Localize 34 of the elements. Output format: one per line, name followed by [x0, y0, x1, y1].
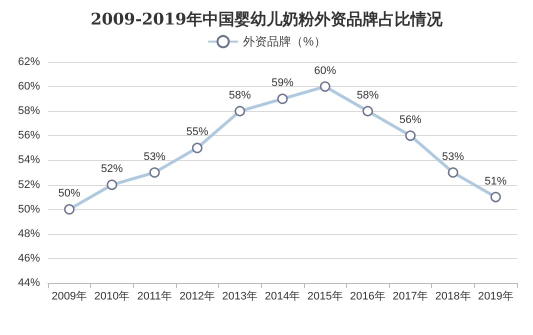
x-tick-label: 2011年: [137, 290, 172, 302]
data-label: 55%: [186, 126, 208, 138]
data-label: 53%: [144, 150, 166, 163]
y-tick-label: 46%: [18, 252, 40, 264]
y-tick-label: 44%: [18, 277, 40, 289]
x-tick-label: 2019年: [478, 290, 514, 302]
x-tick-label: 2013年: [222, 290, 258, 302]
data-label: 58%: [356, 89, 379, 102]
data-label: 58%: [228, 89, 252, 102]
data-label: 51%: [484, 175, 507, 188]
x-tick-label: 2010年: [94, 290, 130, 302]
x-tick-label: 2017年: [392, 290, 428, 302]
x-tick-label: 2009年: [52, 290, 88, 302]
y-tick-label: 52%: [18, 178, 40, 191]
data-label: 53%: [442, 150, 464, 163]
y-tick-label: 48%: [18, 228, 40, 240]
y-tick-label: 54%: [18, 154, 40, 166]
chart-title: 2009-2019年中国婴幼儿奶粉外资品牌占比情况: [90, 10, 444, 28]
x-tick-label: 2016年: [350, 290, 386, 302]
x-tick-label: 2014年: [264, 290, 300, 302]
x-tick-label: 2018年: [435, 290, 471, 302]
y-tick-label: 56%: [18, 130, 40, 142]
legend-label: 外资品牌（%）: [243, 34, 326, 49]
x-tick-label: 2015年: [307, 290, 343, 302]
data-label: 52%: [100, 163, 124, 176]
y-tick-label: 60%: [18, 80, 40, 93]
data-label: 56%: [399, 114, 422, 126]
data-label: 50%: [58, 188, 81, 200]
data-label: 59%: [271, 77, 294, 90]
y-tick-label: 58%: [18, 105, 40, 118]
data-label: 60%: [314, 64, 336, 77]
y-tick-label: 50%: [18, 203, 40, 216]
y-tick-label: 62%: [18, 56, 40, 68]
x-tick-label: 2012年: [179, 290, 215, 302]
